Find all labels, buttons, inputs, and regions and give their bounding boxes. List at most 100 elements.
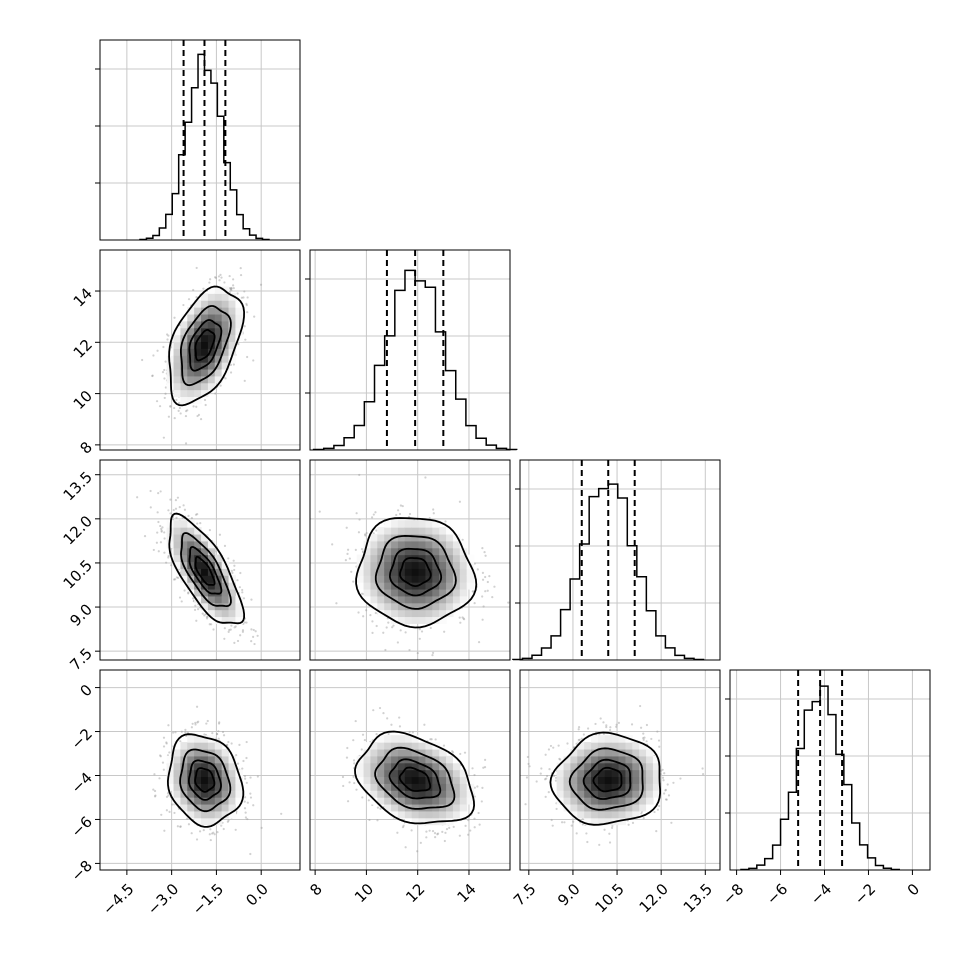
scatter-point bbox=[193, 608, 197, 611]
density-cell bbox=[411, 748, 420, 757]
contour-level-3 bbox=[194, 329, 216, 362]
density-cell bbox=[180, 547, 188, 556]
scatter-point bbox=[540, 767, 543, 770]
scatter-point bbox=[348, 781, 351, 784]
scatter-point bbox=[353, 762, 356, 765]
y-tick-label: −2 bbox=[68, 725, 96, 753]
scatter-point bbox=[350, 570, 353, 573]
density-cell bbox=[363, 776, 372, 784]
scatter-point bbox=[371, 631, 374, 634]
scatter-point bbox=[658, 804, 661, 808]
density-cell bbox=[411, 817, 420, 826]
scatter-point bbox=[151, 374, 154, 377]
contour-level-3 bbox=[399, 557, 432, 588]
density-cell bbox=[625, 748, 633, 757]
density-cell bbox=[439, 797, 447, 805]
density-cell bbox=[180, 382, 188, 391]
density-cell bbox=[221, 595, 230, 604]
density-cell bbox=[591, 810, 599, 819]
panel-frame bbox=[99, 249, 301, 451]
scatter-point bbox=[701, 767, 704, 770]
scatter-point bbox=[581, 823, 584, 826]
density-cell bbox=[370, 790, 378, 798]
density-cell bbox=[187, 755, 195, 764]
scatter-point bbox=[491, 595, 494, 599]
density-cell bbox=[201, 735, 209, 743]
scatter-point bbox=[433, 832, 437, 835]
density-cell bbox=[397, 602, 406, 611]
density-cell bbox=[180, 362, 188, 370]
density-cell bbox=[604, 797, 613, 805]
density-cell bbox=[439, 755, 447, 764]
density-cell bbox=[652, 755, 661, 764]
density-cell bbox=[452, 547, 461, 556]
density-cell bbox=[611, 755, 620, 764]
density-cell bbox=[646, 776, 654, 784]
density-cell bbox=[404, 602, 413, 611]
scatter-point bbox=[240, 296, 243, 299]
density-cell bbox=[384, 547, 392, 556]
density-cell bbox=[411, 783, 420, 791]
scatter-point bbox=[396, 831, 399, 834]
y-tick-label: −4 bbox=[68, 769, 96, 797]
scatter-point bbox=[195, 266, 198, 270]
density-cell bbox=[646, 803, 654, 812]
scatter-point bbox=[575, 832, 578, 835]
density-cell bbox=[207, 742, 216, 750]
scatter-point bbox=[527, 762, 530, 766]
density-cell bbox=[207, 375, 216, 384]
density-cell bbox=[418, 762, 427, 771]
scatter-point bbox=[375, 529, 378, 532]
scatter-point bbox=[462, 617, 465, 620]
density-cell bbox=[173, 554, 182, 563]
scatter-point bbox=[167, 334, 170, 337]
scatter-point bbox=[550, 818, 553, 822]
density-cell bbox=[411, 755, 420, 764]
density-cell bbox=[201, 595, 209, 604]
scatter-point bbox=[605, 724, 608, 727]
density-cell bbox=[173, 783, 182, 791]
scatter-point bbox=[202, 829, 205, 832]
density-cell bbox=[221, 810, 230, 819]
density-cell bbox=[432, 797, 440, 805]
density-cell bbox=[391, 783, 399, 791]
density-cell bbox=[207, 762, 216, 771]
density-cell bbox=[577, 810, 585, 819]
scatter-point bbox=[364, 534, 367, 537]
scatter-point bbox=[481, 786, 484, 789]
scatter-point bbox=[175, 398, 178, 402]
density-cell bbox=[370, 540, 378, 549]
density-cell bbox=[214, 300, 223, 308]
density-cell bbox=[432, 554, 440, 563]
scatter-point bbox=[345, 526, 348, 529]
scatter-point bbox=[242, 759, 245, 763]
scatter-point bbox=[429, 738, 432, 741]
scatter-point bbox=[168, 751, 171, 754]
x-tick-label: 0.0 bbox=[242, 880, 272, 910]
contour-level-1 bbox=[374, 534, 457, 610]
density-cell bbox=[411, 803, 420, 812]
density-cell bbox=[214, 588, 223, 597]
scatter-point bbox=[187, 298, 191, 301]
scatter-point bbox=[232, 278, 235, 281]
scatter-point bbox=[484, 575, 487, 579]
scatter-point bbox=[227, 819, 230, 822]
density-cell bbox=[228, 797, 237, 805]
scatter-point bbox=[218, 279, 221, 282]
scatter-point bbox=[182, 303, 185, 307]
scatter-point bbox=[430, 738, 433, 741]
density-cell bbox=[411, 616, 420, 624]
density-cell bbox=[459, 575, 468, 583]
scatter-point bbox=[249, 776, 252, 779]
scatter-point bbox=[577, 728, 580, 731]
density-cell bbox=[173, 790, 182, 798]
scatter-point bbox=[661, 768, 664, 771]
density-cell bbox=[180, 575, 188, 583]
scatter-point bbox=[232, 559, 235, 562]
scatter-point bbox=[318, 510, 321, 513]
density-cell bbox=[391, 748, 399, 757]
scatter-point bbox=[176, 496, 180, 499]
scatter-point bbox=[223, 544, 227, 547]
scatter-point bbox=[639, 726, 643, 729]
scatter-point bbox=[630, 723, 634, 726]
